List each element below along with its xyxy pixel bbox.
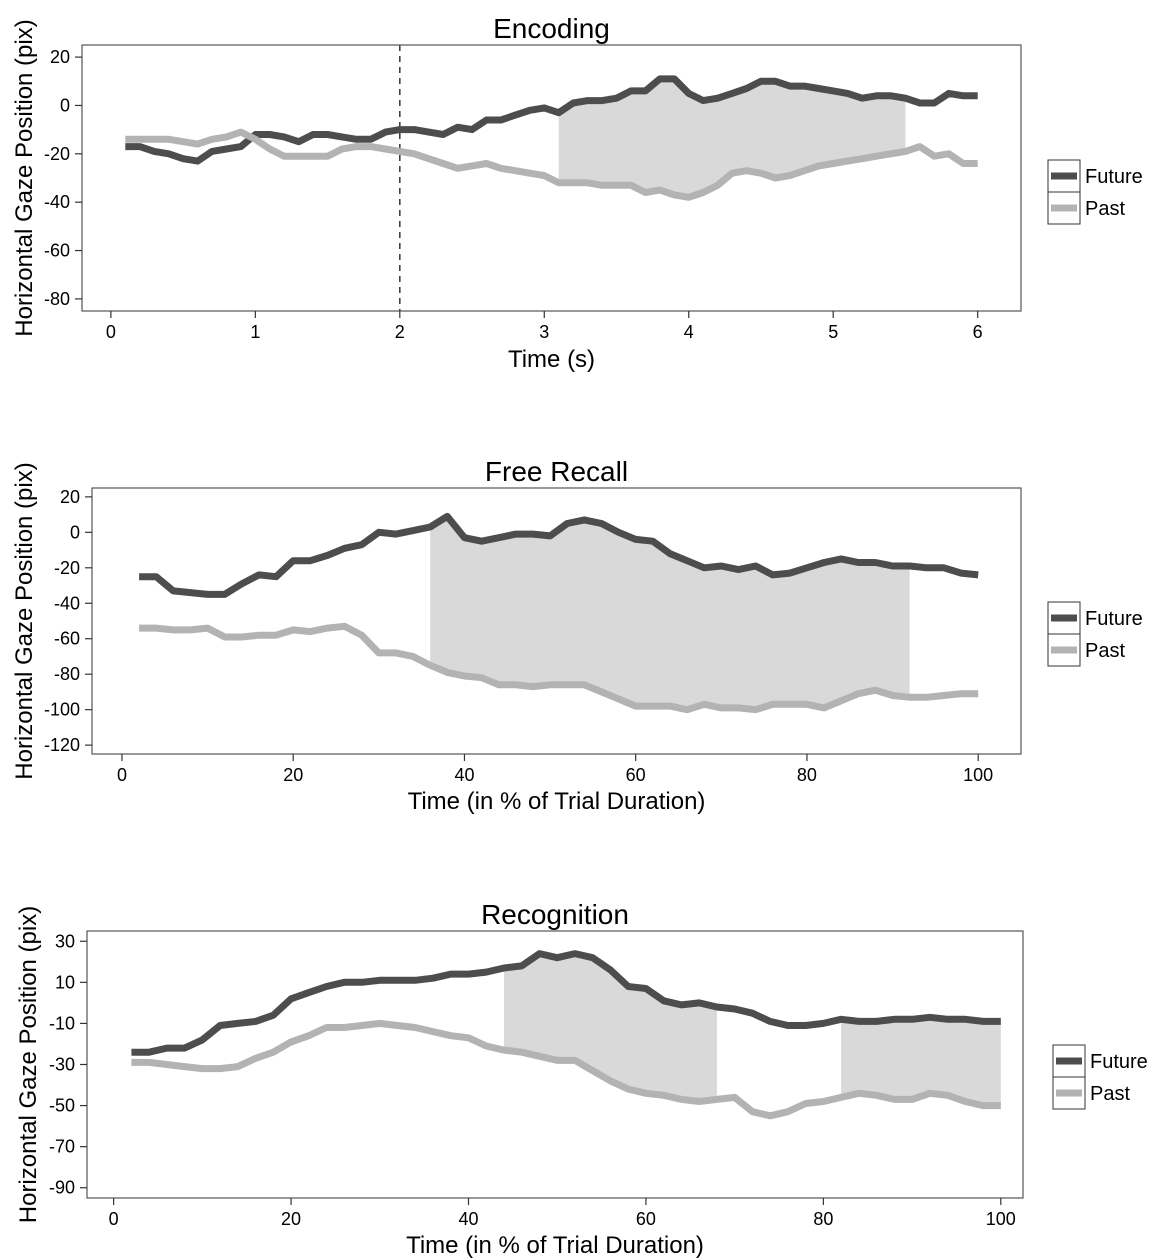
- y-axis-label: Horizontal Gaze Position (pix): [11, 462, 38, 779]
- chart-title: Free Recall: [485, 456, 628, 487]
- x-axis-label: Time (in % of Trial Duration): [406, 1232, 704, 1258]
- plot-frame: [91, 487, 1022, 755]
- x-tick-label: 80: [813, 1209, 833, 1229]
- x-tick-label: 5: [828, 322, 838, 342]
- x-tick-label: 1: [250, 322, 260, 342]
- legend-label-future: Future: [1085, 166, 1143, 188]
- y-tick-label: -80: [54, 664, 80, 684]
- series-line-past: [139, 622, 979, 714]
- series-line-future: [131, 950, 1001, 1056]
- x-tick-label: 100: [963, 765, 993, 785]
- x-tick-label: 80: [797, 765, 817, 785]
- y-tick-label: 0: [70, 522, 80, 542]
- x-tick-label: 0: [117, 765, 127, 785]
- y-tick-label: 0: [60, 95, 70, 115]
- x-tick-label: 20: [281, 1209, 301, 1229]
- series-line-future: [139, 512, 979, 598]
- legend: Future Past: [1052, 1044, 1148, 1110]
- y-tick-label: -30: [49, 1055, 75, 1075]
- y-tick-label: 20: [60, 487, 80, 507]
- x-tick-label: 60: [636, 1209, 656, 1229]
- x-tick-label: 40: [458, 1209, 478, 1229]
- significance-region-1: [430, 516, 910, 710]
- x-tick-label: 40: [454, 765, 474, 785]
- plot-frame: [81, 44, 1022, 312]
- legend-label-future: Future: [1085, 608, 1143, 630]
- y-tick-label: -10: [49, 1013, 75, 1033]
- y-tick-label: -80: [44, 289, 70, 309]
- legend: Future Past: [1047, 159, 1143, 225]
- legend-label-future: Future: [1090, 1051, 1148, 1073]
- x-tick-label: 0: [109, 1209, 119, 1229]
- x-tick-label: 100: [986, 1209, 1016, 1229]
- y-tick-label: -20: [44, 144, 70, 164]
- x-tick-label: 2: [395, 322, 405, 342]
- chart-panel-3: 0 20 40 60 80 100 30 10 -10 -30 -50 -70 -90 Recogniti…: [15, 899, 1148, 1258]
- x-tick-label: 60: [626, 765, 646, 785]
- chart-panel-1: 0 1 2 3 4 5 6 20 0 -20 -40 -60 -80 Encoding Time (s) Ho…: [11, 13, 1143, 373]
- y-tick-label: -60: [54, 629, 80, 649]
- legend-label-past: Past: [1085, 640, 1125, 662]
- y-tick-label: -120: [44, 735, 80, 755]
- y-tick-label: -50: [49, 1096, 75, 1116]
- series-line-past: [125, 128, 978, 201]
- x-tick-label: 3: [539, 322, 549, 342]
- y-axis-label: Horizontal Gaze Position (pix): [11, 19, 38, 336]
- y-tick-label: 10: [55, 972, 75, 992]
- legend-label-past: Past: [1085, 198, 1125, 220]
- x-tick-label: 4: [684, 322, 694, 342]
- chart-title: Encoding: [493, 13, 610, 44]
- x-axis-label: Time (in % of Trial Duration): [408, 788, 706, 815]
- series-line-future: [125, 75, 978, 165]
- y-tick-label: -20: [54, 558, 80, 578]
- significance-region-2: [841, 1017, 1001, 1106]
- y-tick-label: -60: [44, 241, 70, 261]
- y-tick-label: -40: [54, 593, 80, 613]
- x-tick-label: 20: [283, 765, 303, 785]
- y-tick-label: 20: [50, 47, 70, 67]
- x-tick-label: 0: [106, 322, 116, 342]
- x-tick-label: 6: [973, 322, 983, 342]
- chart-title: Recognition: [481, 899, 629, 930]
- series-line-past: [131, 1019, 1001, 1120]
- significance-region-1: [503, 953, 717, 1102]
- y-tick-label: -90: [49, 1178, 75, 1198]
- y-tick-label: -70: [49, 1137, 75, 1157]
- legend-label-past: Past: [1090, 1083, 1130, 1105]
- chart-panel-2: 0 20 40 60 80 100 20 0 -20 -40 -60 -80 -100 -120 Free …: [11, 456, 1143, 815]
- x-axis-label: Time (s): [508, 346, 595, 373]
- y-tick-label: -40: [44, 192, 70, 212]
- y-tick-label: -100: [44, 700, 80, 720]
- y-tick-label: 30: [55, 931, 75, 951]
- y-axis-label: Horizontal Gaze Position (pix): [15, 906, 42, 1223]
- significance-region-1: [558, 78, 906, 198]
- legend: Future Past: [1047, 601, 1143, 667]
